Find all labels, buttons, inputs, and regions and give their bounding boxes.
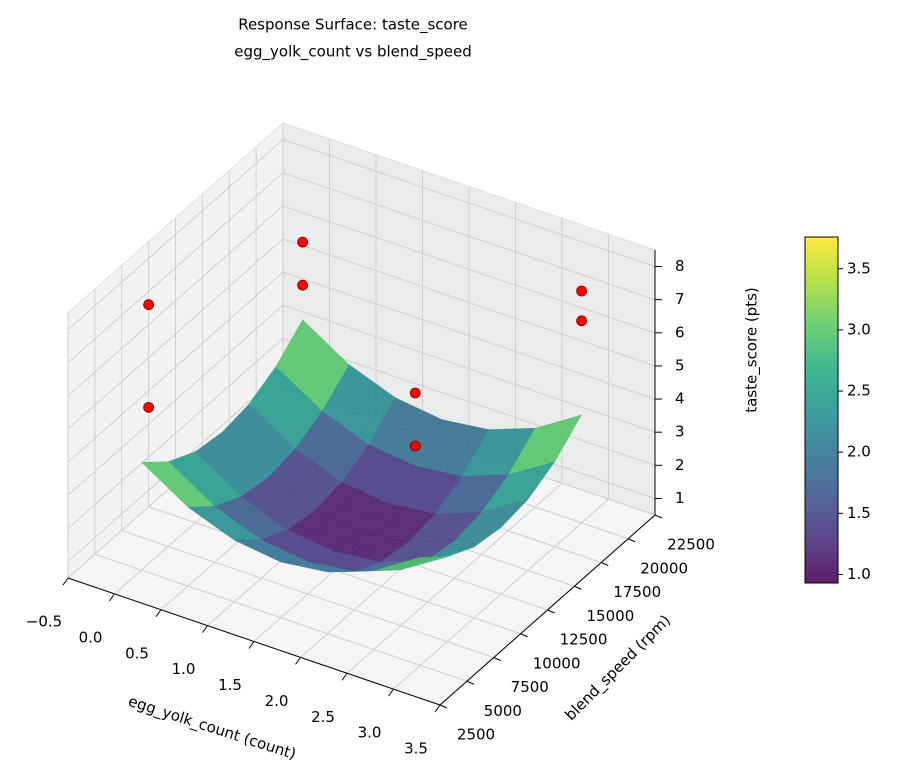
x-tick-label: 0.0 [79,628,103,646]
grid-line [282,337,656,466]
colorbar-tick-label: 2.0 [847,443,871,461]
grid-line [282,139,656,268]
z-tick-label: 8 [675,257,685,275]
scatter-point [409,440,421,452]
grid-line [282,172,656,301]
y-tick-label: 22500 [667,536,715,554]
scatter-point [576,285,588,297]
y-axis [439,514,656,706]
surface-cell [373,556,448,571]
x-tick-label: 1.0 [172,660,196,678]
tick-mark [155,609,162,618]
x-tick-label: 0.5 [125,644,149,662]
tick-mark [388,688,394,697]
grid-line [121,530,494,658]
z-tick-label: 7 [675,290,685,308]
colorbar-tick-label: 3.0 [847,320,871,338]
y-tick-label: 5000 [484,702,522,720]
tick-mark [654,514,663,519]
y-tick-label: 10000 [533,654,581,672]
tick-mark [439,704,448,709]
scatter-point [576,315,588,327]
grid-line [282,271,656,400]
x-tick-label: 2.0 [265,692,289,710]
chart-title: Response Surface: taste_score [238,16,468,35]
z-tick-label: 3 [675,423,685,441]
grid-line [94,553,468,682]
grid-line [67,139,284,330]
y-tick-label: 12500 [560,631,608,649]
tick-mark [62,577,69,586]
colorbar [804,236,839,584]
scatter-point [143,401,155,413]
x-tick-label: 3.5 [404,740,428,758]
grid-line [282,304,656,433]
y-tick-label: 2500 [457,726,495,744]
colorbar-tick-label: 2.5 [847,382,871,400]
tick-mark [466,680,475,685]
tick-mark [574,585,582,590]
grid-line [67,238,284,430]
tick-mark [547,609,555,614]
scatter-point [409,387,421,399]
colorbar-tick-label: 1.5 [847,504,871,522]
scatter-point [143,299,155,311]
tick-mark [248,641,255,649]
grid-line [67,271,284,463]
grid-line [282,238,656,367]
colorbar-tick-label: 1.0 [847,565,871,583]
tick-mark [341,672,348,681]
x-tick-label: 3.0 [358,724,382,742]
grid-line [67,337,284,529]
y-tick-label: 15000 [587,607,635,625]
tick-mark [295,657,301,665]
tick-mark [434,704,441,713]
colorbar-tick-label: 3.5 [847,259,871,277]
z-axis-label: taste_score (pts) [743,287,762,413]
grid-line [282,205,656,334]
grid-line [67,304,284,496]
scatter-point [297,236,309,248]
z-tick-label: 6 [675,323,685,341]
y-tick-label: 7500 [511,678,549,696]
tick-mark [520,633,528,638]
tick-mark [627,538,636,543]
chart-title: egg_yolk_count vs blend_speed [234,43,472,62]
x-tick-label: −0.5 [26,613,62,631]
y-tick-label: 20000 [640,559,688,577]
scatter-point [297,279,309,291]
z-tick-label: 4 [675,390,685,408]
grid-line [67,205,284,397]
z-tick-label: 1 [675,489,685,507]
grid-line [67,172,284,364]
y-tick-label: 17500 [613,583,661,601]
z-tick-label: 5 [675,356,685,374]
tick-mark [202,625,208,633]
tick-mark [601,562,609,566]
x-tick-label: 2.5 [311,708,335,726]
tick-mark [109,593,115,602]
tick-mark [493,657,501,661]
x-axis [67,577,441,706]
z-tick-label: 2 [675,456,685,474]
x-tick-label: 1.5 [218,676,242,694]
